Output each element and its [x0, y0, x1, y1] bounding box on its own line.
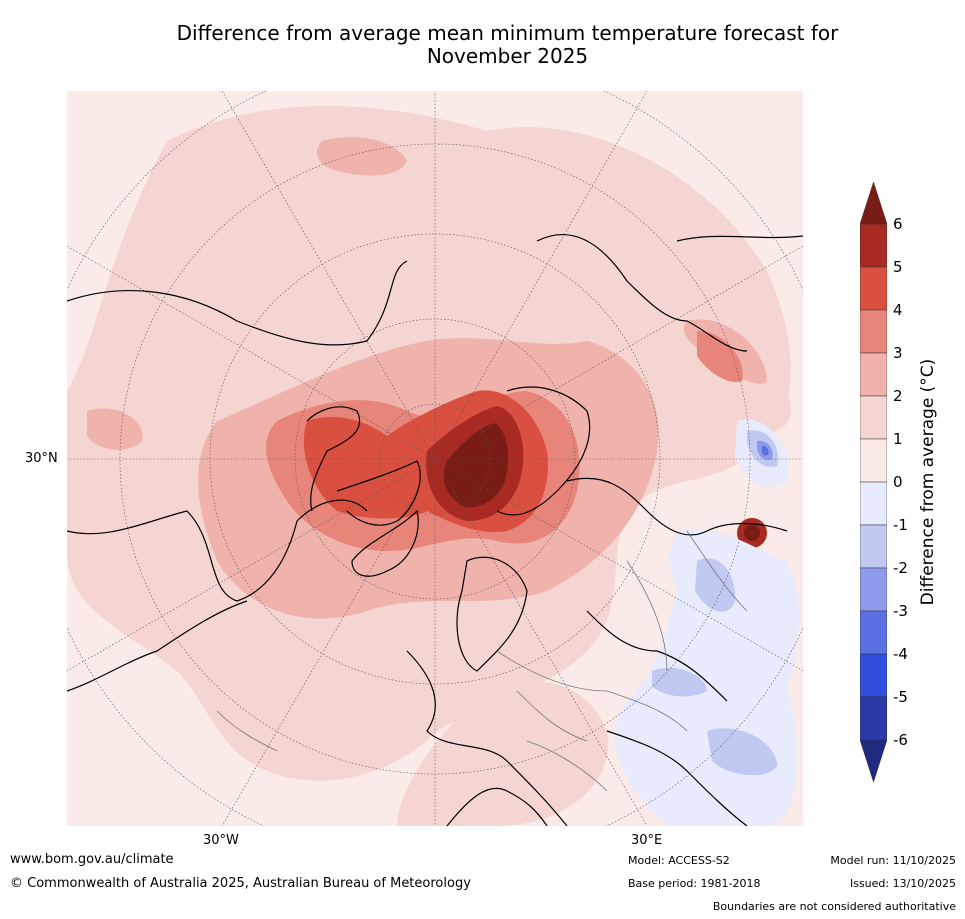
- anomaly-minus-1-2: [695, 558, 736, 612]
- colorbar-tick-label: -3: [893, 602, 908, 620]
- anomaly-1-2: [397, 681, 609, 826]
- anomaly-over-6: [744, 525, 760, 541]
- anomaly-3-4: [697, 331, 743, 382]
- colorbar-label: Difference from average (°C): [918, 358, 938, 606]
- colorbar-tick-label: 6: [893, 215, 903, 233]
- colorbar-segment: [860, 610, 887, 655]
- title-line-1: Difference from average mean minimum tem…: [176, 21, 839, 45]
- colorbar: [860, 182, 887, 782]
- anomaly-minus-1-2: [652, 667, 707, 697]
- colorbar-segment: [860, 352, 887, 397]
- footer-base-period: Base period: 1981-2018: [628, 877, 761, 890]
- colorbar-tick-label: 0: [893, 473, 903, 491]
- colorbar-tick-label: 2: [893, 387, 903, 405]
- colorbar-tick-label: 4: [893, 301, 903, 319]
- colorbar-segment: [860, 266, 887, 311]
- colorbar-tick-label: -6: [893, 731, 908, 749]
- graticule: [67, 91, 803, 826]
- anomaly-2-3: [317, 137, 407, 176]
- lon-label-30e: 30°E: [631, 833, 663, 848]
- footer-url[interactable]: www.bom.gov.au/climate: [10, 852, 174, 867]
- anomaly-minus-1-2: [707, 728, 777, 776]
- lat-label-30n: 30°N: [25, 451, 58, 466]
- footer-boundaries: Boundaries are not considered authoritat…: [712, 900, 956, 913]
- anomaly-over-6: [443, 423, 509, 508]
- title-line-2: November 2025: [426, 44, 589, 68]
- colorbar-segment: [860, 696, 887, 741]
- colorbar-segment: [860, 309, 887, 354]
- footer-issued: Issued: 13/10/2025: [849, 877, 956, 890]
- colorbar-segment: [860, 481, 887, 526]
- colorbar-tick-label: -5: [893, 688, 908, 706]
- footer-copyright: © Commonwealth of Australia 2025, Austra…: [10, 876, 471, 891]
- colorbar-tick-label: -1: [893, 516, 908, 534]
- colorbar-segment: [860, 395, 887, 440]
- colorbar-tick-label: 5: [893, 258, 903, 276]
- colorbar-tick-label: -2: [893, 559, 908, 577]
- colorbar-segment: [860, 438, 887, 483]
- colorbar-extend-high: [860, 182, 887, 225]
- footer-model: Model: ACCESS-S2: [628, 854, 730, 867]
- colorbar-segment: [860, 653, 887, 698]
- colorbar-tick-label: 1: [893, 430, 903, 448]
- colorbar-segment: [860, 567, 887, 612]
- colorbar-segment: [860, 524, 887, 569]
- coastlines: [67, 233, 803, 826]
- map-title: Difference from average mean minimum tem…: [60, 22, 955, 68]
- country-borders: [216, 530, 748, 792]
- anomaly-2-3: [87, 408, 143, 451]
- colorbar-tick-label: 3: [893, 344, 903, 362]
- colorbar-tick-label: -4: [893, 645, 908, 663]
- lon-label-30w: 30°W: [203, 833, 239, 848]
- footer-model-run: Model run: 11/10/2025: [830, 854, 956, 867]
- anomaly-minus-3-4: [761, 445, 769, 456]
- colorbar-extend-low: [860, 739, 887, 782]
- polar-map: [67, 91, 803, 826]
- colorbar-segment: [860, 223, 887, 268]
